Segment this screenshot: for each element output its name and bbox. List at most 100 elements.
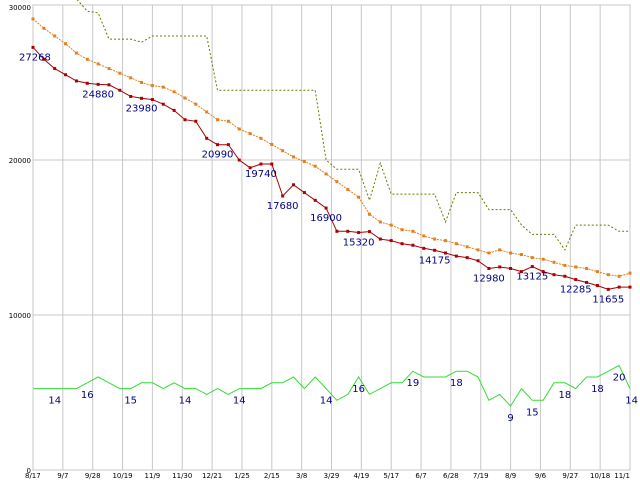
data-label-shops: 15 [526, 407, 539, 418]
data-label-price: 12980 [473, 274, 505, 285]
data-point-price [161, 102, 165, 106]
data-point-price [606, 287, 610, 291]
data-point-average [357, 195, 361, 199]
data-label-shops: 16 [352, 384, 365, 395]
data-point-average [389, 223, 393, 227]
data-point-price [530, 265, 534, 269]
data-label-shops: 18 [591, 384, 604, 395]
x-tick-label: 9/28 [85, 472, 101, 480]
data-point-price [292, 183, 296, 187]
data-point-average [53, 34, 57, 38]
data-point-price [74, 79, 78, 83]
data-point-average [129, 76, 133, 80]
data-label-price: 15320 [343, 238, 375, 249]
data-point-price [248, 166, 252, 170]
data-point-price [617, 285, 621, 289]
data-point-price [454, 254, 458, 258]
x-tick-label: 11/30 [172, 472, 192, 480]
data-point-price [346, 229, 350, 233]
data-point-price [237, 158, 241, 162]
data-point-average [346, 187, 350, 191]
data-point-average [433, 237, 437, 241]
data-point-average [216, 118, 220, 122]
data-point-price [563, 274, 567, 278]
data-label-shops: 14 [320, 396, 333, 407]
data-point-average [563, 263, 567, 267]
data-point-average [422, 234, 426, 238]
y-tick-label: 10000 [9, 312, 31, 320]
data-point-average [42, 26, 46, 30]
data-label-shops: 15 [124, 396, 137, 407]
data-label-price: 27268 [19, 52, 51, 63]
data-point-average [237, 127, 241, 131]
data-point-average [400, 228, 404, 232]
grid-lines [32, 4, 631, 471]
data-label-shops: 19 [407, 378, 420, 389]
data-point-price [53, 67, 57, 71]
data-point-average [140, 81, 144, 84]
data-point-price [411, 243, 415, 247]
data-point-average [292, 155, 296, 159]
x-tick-label: 7/19 [473, 472, 489, 480]
data-point-average [281, 149, 285, 153]
data-point-price [64, 73, 68, 77]
x-tick-label: 2/15 [264, 472, 280, 480]
x-tick-label: 4/19 [353, 472, 369, 480]
y-tick-label: 30000 [9, 4, 31, 12]
x-tick-label: 9/7 [57, 472, 68, 480]
series-line-shops [33, 364, 631, 407]
data-point-average [628, 271, 632, 275]
x-tick-label: 6/28 [443, 472, 459, 480]
data-point-price [574, 278, 578, 282]
data-point-average [367, 212, 371, 216]
data-point-average [411, 229, 415, 233]
data-label-shops: 18 [450, 378, 463, 389]
data-label-price: 11655 [592, 294, 624, 305]
data-point-average [378, 220, 382, 224]
series-line-high [76, 0, 630, 251]
x-tick-label: 12/21 [202, 472, 222, 480]
data-point-price [85, 81, 89, 85]
data-point-price [140, 96, 144, 100]
data-point-price [541, 270, 545, 274]
series-points [31, 17, 632, 291]
x-tick-label: 9/6 [535, 472, 547, 480]
data-point-price [509, 267, 513, 270]
data-point-average [107, 67, 111, 71]
data-point-price [150, 98, 154, 102]
data-label-price: 14175 [419, 255, 451, 266]
data-point-average [443, 239, 447, 243]
x-tick-label: 3/29 [324, 472, 340, 480]
data-point-price [378, 237, 382, 241]
x-tick-label: 10/18 [590, 472, 610, 480]
data-point-price [172, 108, 176, 112]
data-point-price [433, 248, 437, 252]
data-point-average [476, 248, 480, 252]
data-point-average [541, 257, 545, 261]
data-point-price [96, 82, 100, 86]
data-point-price [259, 162, 263, 166]
data-label-shops: 9 [507, 413, 513, 424]
y-axis-ticks: 0 10000 20000 30000 [9, 4, 31, 475]
data-label-price: 17680 [267, 201, 299, 212]
data-point-price [357, 231, 361, 235]
data-point-average [270, 143, 274, 146]
data-point-average [248, 132, 252, 136]
data-point-average [205, 110, 209, 114]
data-point-average [585, 267, 589, 270]
data-point-price [465, 256, 469, 260]
data-label-price: 13125 [516, 272, 548, 283]
data-point-average [161, 85, 165, 89]
x-axis-ticks: 8/17 9/7 9/28 10/19 11/9 11/30 12/21 1/25 2/15 3/… [25, 472, 630, 480]
data-point-average [465, 245, 469, 249]
x-tick-label: 3/8 [296, 472, 307, 480]
data-label-shops: 20 [613, 372, 626, 383]
data-point-average [64, 42, 68, 46]
data-point-price [335, 229, 339, 233]
data-point-price [552, 273, 556, 277]
series-line-average [32, 18, 631, 277]
data-point-price [118, 88, 122, 92]
data-label-price: 19740 [245, 169, 277, 180]
data-label-shops: 18 [559, 390, 572, 401]
